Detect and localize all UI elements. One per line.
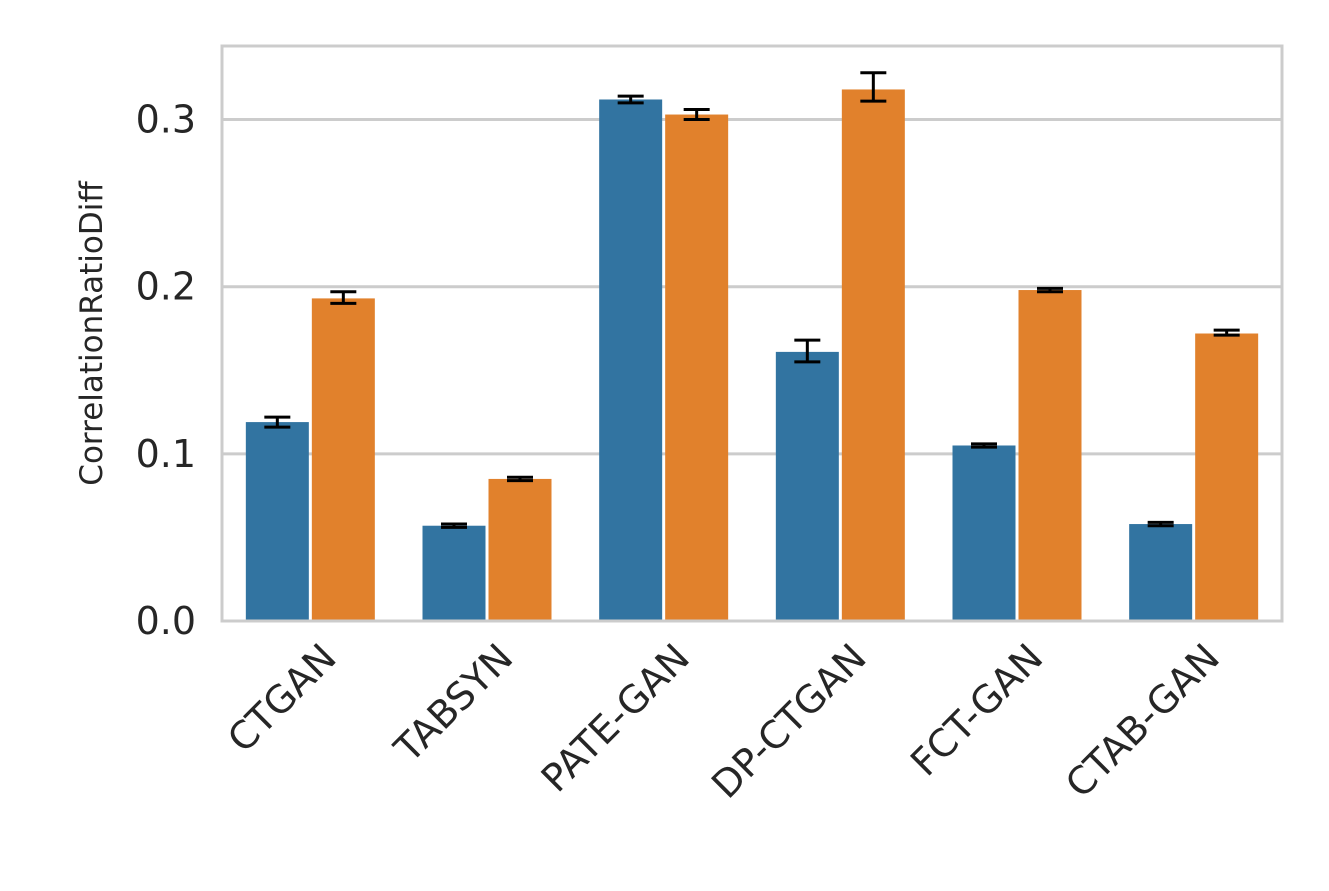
x-tick-label: DP-CTGAN <box>703 635 875 807</box>
y-tick-label: 0.2 <box>136 265 196 309</box>
grid-layer <box>222 118 1282 623</box>
bar <box>245 422 309 621</box>
bar <box>665 114 729 621</box>
error-bar-layer <box>264 71 1240 529</box>
x-tick-labels: CTGAN TABSYN PATE-GAN DP-CTGAN FCT-GAN CTAB-G… <box>219 635 1228 807</box>
y-tick-label: 0.3 <box>136 98 196 142</box>
plot-frame <box>220 44 1284 623</box>
x-tick-label: FCT-GAN <box>902 635 1051 784</box>
x-tick-label: CTAB-GAN <box>1057 635 1228 806</box>
y-axis-label: CorrelationRatioDiff <box>74 181 110 486</box>
bar-layer <box>245 89 1259 622</box>
bar <box>775 351 839 621</box>
y-tick-label: 0.1 <box>136 432 196 476</box>
bar <box>841 89 905 622</box>
bar <box>422 525 486 621</box>
bar <box>1018 290 1082 621</box>
bar <box>1129 524 1193 621</box>
x-tick-label: PATE-GAN <box>533 635 698 800</box>
bar <box>952 445 1016 621</box>
y-tick-label: 0.0 <box>136 599 196 643</box>
bar <box>1195 333 1259 621</box>
y-tick-labels: 0.0 0.1 0.2 0.3 <box>136 98 196 643</box>
bar <box>488 478 552 621</box>
bar <box>599 99 663 621</box>
x-tick-label: CTGAN <box>219 635 345 761</box>
bar <box>311 298 375 621</box>
x-tick-label: TABSYN <box>385 635 521 771</box>
